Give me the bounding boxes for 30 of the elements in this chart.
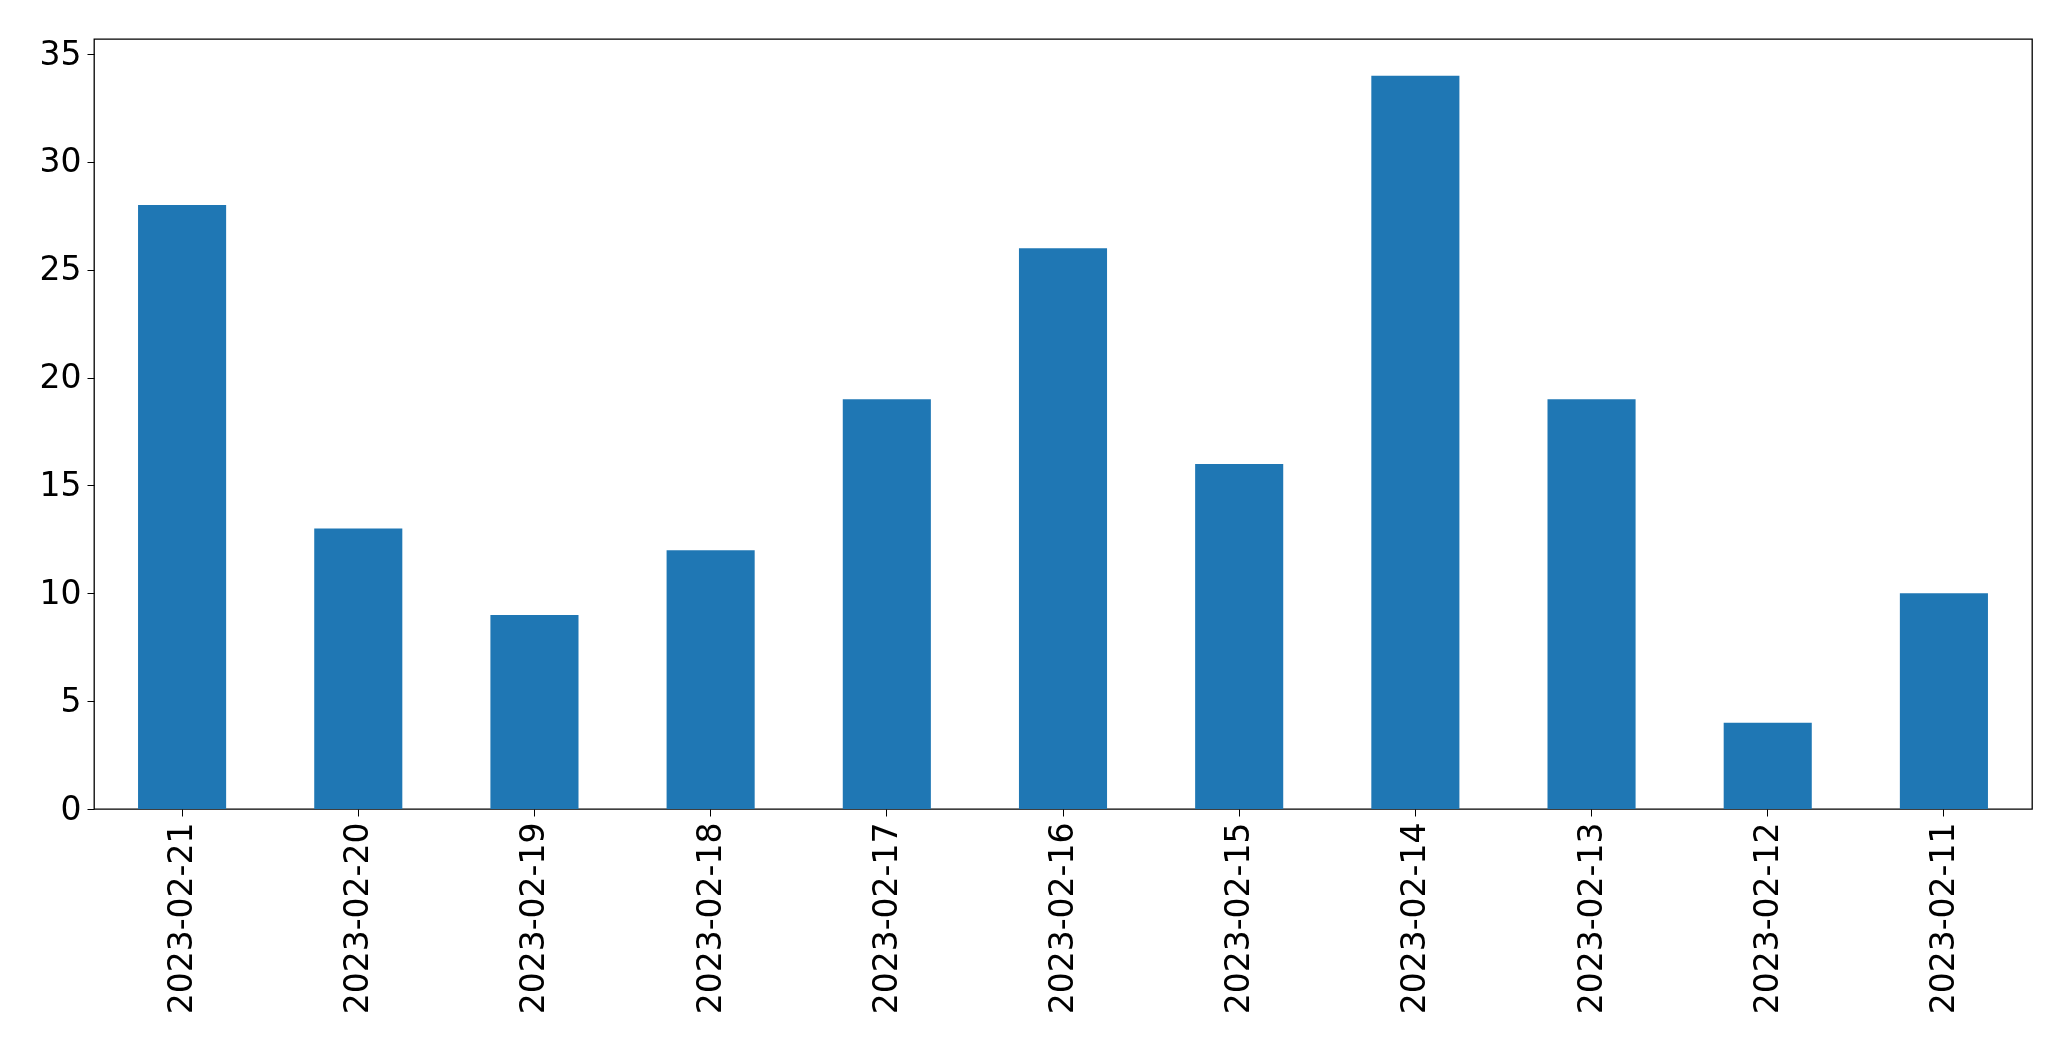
bar (138, 205, 227, 809)
y-tick-label: 25 (39, 249, 82, 289)
y-tick-label: 35 (39, 33, 82, 73)
bar (1018, 248, 1108, 809)
bar (666, 550, 755, 809)
y-tick-label: 20 (39, 357, 82, 397)
x-tick-label: 2023-02-19 (513, 822, 553, 1015)
x-tick-label: 2023-02-13 (1570, 822, 1610, 1015)
x-tick-label: 2023-02-12 (1746, 822, 1786, 1015)
x-tick-label: 2023-02-17 (865, 822, 905, 1015)
bar (1899, 593, 1988, 809)
bar (1547, 399, 1636, 809)
x-tick-label: 2023-02-15 (1218, 822, 1258, 1015)
bar (1371, 75, 1460, 809)
x-tick-label: 2023-02-20 (337, 822, 377, 1015)
y-tick-label: 5 (60, 680, 82, 720)
y-tick-label: 30 (39, 141, 82, 181)
y-tick-label: 10 (39, 572, 82, 612)
y-tick-label: 15 (39, 464, 82, 504)
x-tick-label: 2023-02-21 (161, 822, 201, 1015)
bar (1723, 722, 1812, 809)
bar (490, 614, 579, 809)
bar (314, 528, 403, 809)
x-tick-label: 2023-02-18 (689, 822, 729, 1015)
x-tick-label: 2023-02-14 (1394, 822, 1434, 1015)
y-tick-label: 0 (60, 788, 82, 828)
x-tick-label: 2023-02-11 (1922, 822, 1962, 1015)
bar (1195, 463, 1284, 809)
x-tick-label: 2023-02-16 (1042, 822, 1081, 1015)
bar (842, 399, 931, 809)
